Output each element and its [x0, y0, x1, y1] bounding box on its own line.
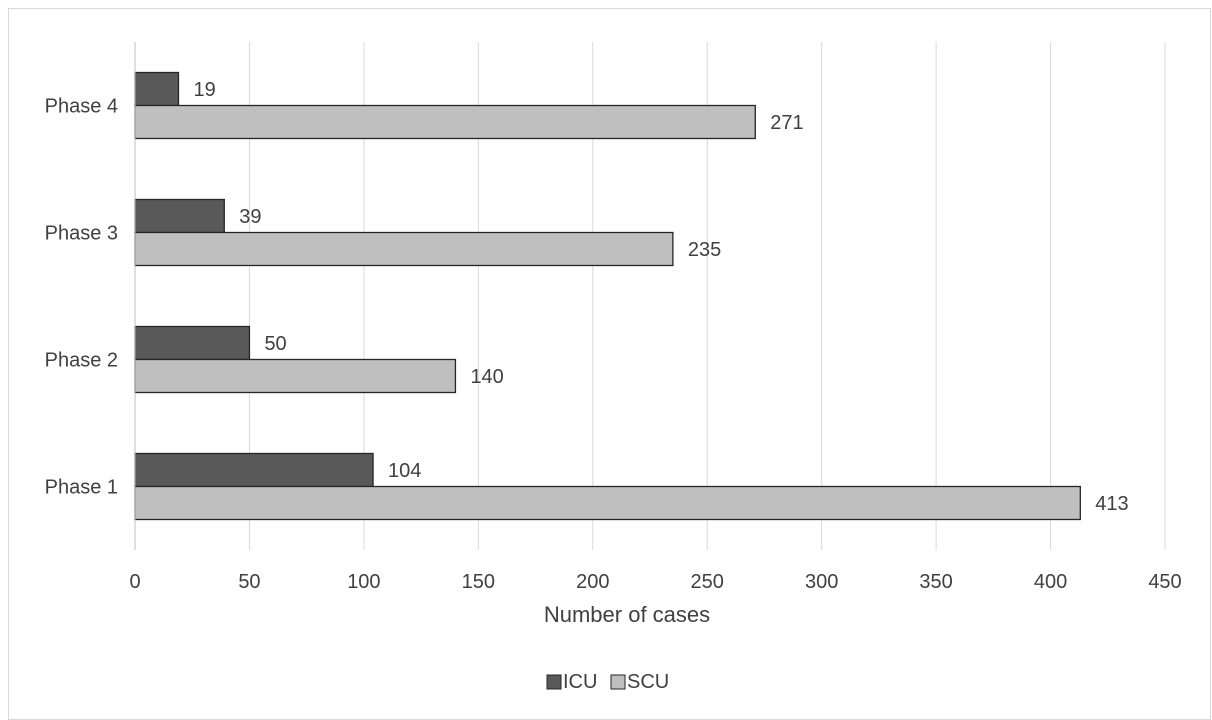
x-tick-label: 50	[238, 571, 260, 593]
x-axis-title: Number of cases	[544, 602, 710, 627]
bar-icu	[134, 325, 251, 361]
data-label: 140	[470, 366, 503, 388]
y-category-label: Phase 1	[45, 477, 118, 499]
legend-swatch-icu	[546, 674, 562, 690]
bar-icu	[134, 452, 374, 488]
bar-icu	[134, 71, 180, 107]
x-tick-label: 300	[805, 571, 838, 593]
bar-scu	[134, 104, 756, 140]
x-tick-label: 250	[691, 571, 724, 593]
x-tick-label: 0	[129, 571, 140, 593]
data-label: 235	[688, 239, 721, 261]
y-axis-category-labels: Phase 1 Phase 2 Phase 3 Phase 4	[45, 96, 118, 499]
x-tick-label: 400	[1034, 571, 1067, 593]
data-label: 104	[388, 460, 421, 482]
data-label: 50	[264, 333, 286, 355]
x-tick-label: 150	[462, 571, 495, 593]
bar-scu	[134, 231, 674, 267]
y-category-label: Phase 2	[45, 350, 118, 372]
legend: ICU SCU	[546, 671, 669, 693]
bar-icu	[134, 198, 225, 234]
bars	[134, 71, 1081, 521]
data-label: 19	[193, 79, 215, 101]
x-axis-tick-labels: 0 50 100 150 200 250 300 350 400 450	[129, 571, 1181, 593]
y-category-label: Phase 3	[45, 223, 118, 245]
bar-scu	[134, 485, 1081, 521]
x-tick-label: 450	[1148, 571, 1181, 593]
legend-label-scu: SCU	[627, 671, 669, 693]
legend-label-icu: ICU	[563, 671, 597, 693]
data-label: 271	[770, 112, 803, 134]
data-labels: 104 413 50 140 39 235 19 271	[193, 79, 1128, 515]
data-label: 413	[1095, 493, 1128, 515]
data-label: 39	[239, 206, 261, 228]
x-tick-label: 200	[576, 571, 609, 593]
x-tick-label: 350	[919, 571, 952, 593]
x-tick-label: 100	[347, 571, 380, 593]
legend-swatch-scu	[610, 674, 626, 690]
y-category-label: Phase 4	[45, 96, 118, 118]
bar-scu	[134, 358, 457, 394]
